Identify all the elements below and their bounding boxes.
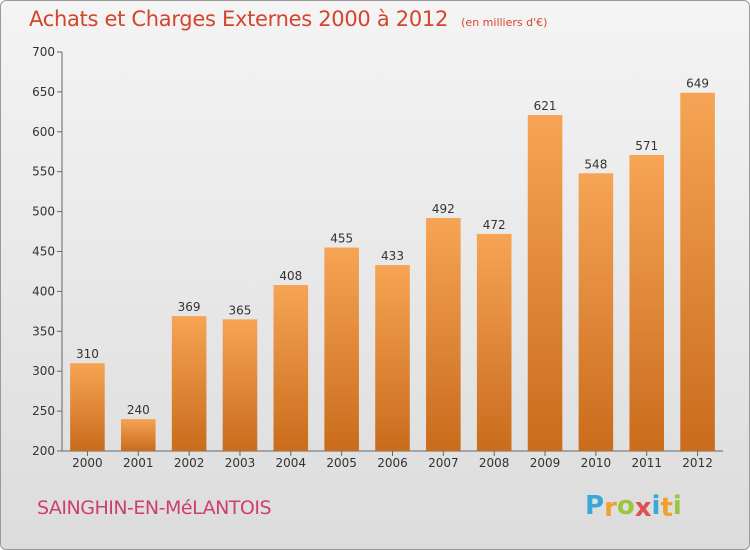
x-tick-label-2008: 2008: [479, 456, 510, 470]
x-tick-label-2010: 2010: [581, 456, 612, 470]
x-tick-label-2001: 2001: [123, 456, 154, 470]
logo-letter: t: [660, 493, 673, 523]
x-tick-label-2009: 2009: [530, 456, 561, 470]
chart-unit: (en milliers d'€): [461, 16, 548, 29]
proxiti-logo: Proxiti: [585, 491, 682, 523]
data-label-2007: 492: [432, 202, 455, 216]
data-label-2012: 649: [686, 77, 709, 91]
data-label-2010: 548: [584, 157, 607, 171]
data-label-2002: 369: [178, 300, 201, 314]
bar-2007: [426, 217, 461, 451]
data-label-2008: 472: [483, 218, 506, 232]
data-label-2004: 408: [279, 269, 302, 283]
logo-letter: P: [585, 491, 605, 521]
data-label-2001: 240: [127, 403, 150, 417]
x-tick-label-2000: 2000: [72, 456, 103, 470]
x-tick-label-2003: 2003: [225, 456, 256, 470]
data-label-2006: 433: [381, 249, 404, 263]
data-label-2011: 571: [635, 139, 658, 153]
chart-title: Achats et Charges Externes 2000 à 2012: [29, 7, 449, 31]
bar-2012: [680, 92, 715, 451]
y-tick-label: 650: [32, 85, 55, 99]
data-label-2003: 365: [229, 303, 252, 317]
x-tick-label-2011: 2011: [631, 456, 662, 470]
bar-2009: [527, 115, 563, 452]
bar-2010: [578, 173, 614, 451]
data-labels: 310 240 369 365 408 455 433 492 472 621 548 571 649: [76, 77, 709, 417]
data-label-2005: 455: [330, 232, 353, 246]
bars: [70, 92, 715, 452]
y-tick-label: 350: [32, 324, 55, 338]
logo-letter: i: [651, 491, 661, 521]
bar-2008: [476, 233, 512, 451]
bar-2011: [629, 154, 665, 451]
y-tick-label: 550: [32, 165, 55, 179]
x-tick-label-2004: 2004: [276, 456, 307, 470]
y-tick-label: 250: [32, 404, 55, 418]
bar-2006: [375, 265, 410, 451]
x-tick-label-2012: 2012: [682, 456, 713, 470]
bar-2005: [324, 247, 359, 451]
logo-letter: o: [616, 491, 635, 521]
x-tick-label-2005: 2005: [326, 456, 357, 470]
y-tick-label: 600: [32, 125, 55, 139]
x-tick-label-2002: 2002: [174, 456, 205, 470]
city-name: SAINGHIN-EN-MéLANTOIS: [37, 497, 272, 519]
data-label-2009: 621: [534, 99, 557, 113]
bar-2004: [273, 285, 309, 451]
x-tick-label-2007: 2007: [428, 456, 459, 470]
y-tick-label: 400: [32, 284, 55, 298]
bar-2003: [222, 319, 258, 451]
bar-chart: 200 250 300 350 400 450 500 550 600 650 700 2000 200…: [32, 45, 723, 470]
y-tick-label: 700: [32, 45, 55, 59]
y-tick-label: 450: [32, 245, 55, 259]
y-tick-label: 500: [32, 205, 55, 219]
y-tick-label: 300: [32, 364, 55, 378]
bar-2000: [70, 363, 105, 451]
y-tick-label: 200: [32, 444, 55, 458]
x-tick-label-2006: 2006: [377, 456, 408, 470]
logo-letter: x: [634, 493, 652, 523]
title-block: Achats et Charges Externes 2000 à 2012 (…: [29, 7, 547, 31]
bar-2001: [120, 419, 156, 451]
logo-letter: i: [672, 491, 682, 521]
bar-2002: [171, 316, 207, 451]
logo-letter: r: [604, 493, 617, 523]
axes: 200 250 300 350 400 450 500 550 600 650 700 2000 200…: [32, 45, 723, 470]
data-label-2000: 310: [76, 347, 99, 361]
